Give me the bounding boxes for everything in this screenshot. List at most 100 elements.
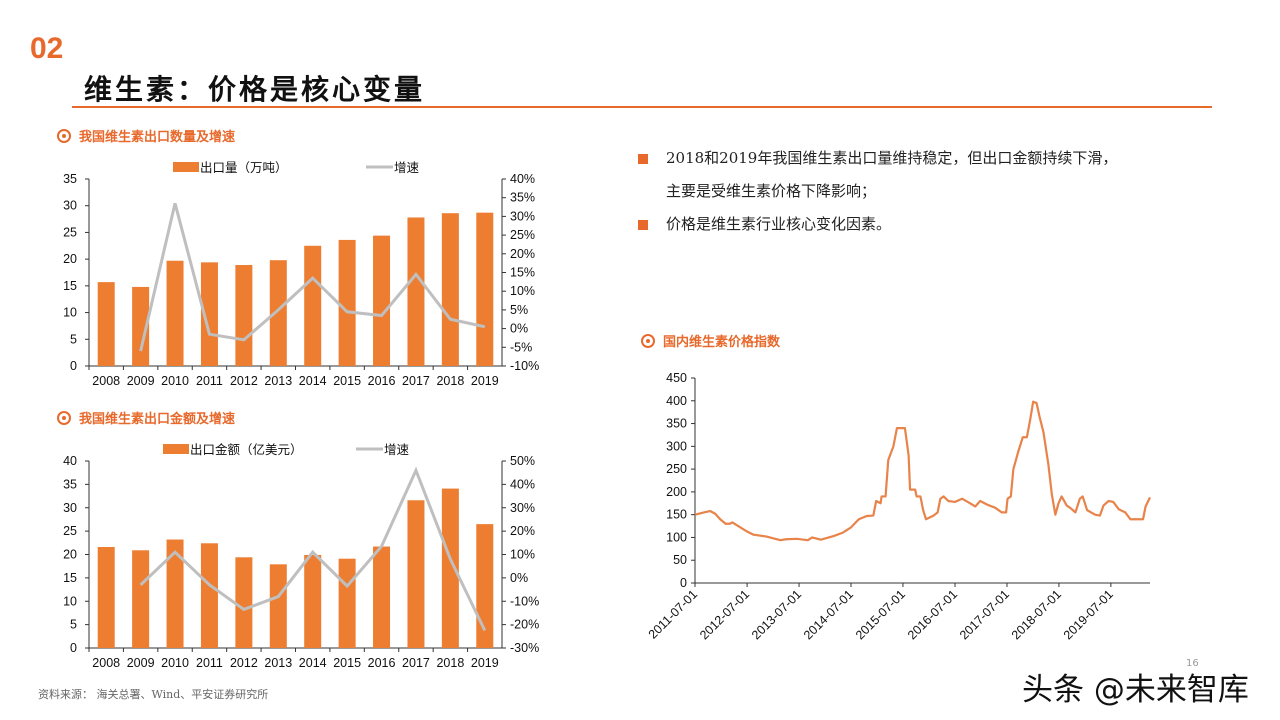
y2-tick-label: 10%	[510, 284, 535, 298]
legend-bar-swatch	[173, 162, 199, 172]
y2-tick-label: 0%	[510, 322, 528, 336]
y-tick-label: 100	[666, 530, 687, 544]
bar-2012	[235, 557, 253, 648]
x-tick-label: 2013	[264, 374, 292, 388]
y2-tick-label: -10%	[510, 594, 539, 608]
y2-tick-label: 35%	[510, 191, 535, 205]
x-tick-label: 2017	[402, 656, 430, 670]
y2-tick-label: -5%	[510, 340, 532, 354]
legend-bar-label: 出口量（万吨）	[200, 161, 288, 175]
y2-tick-label: 30%	[510, 209, 535, 223]
y-tick-label: 25	[63, 225, 77, 239]
x-tick-label: 2011	[196, 656, 223, 670]
bar-2013	[269, 564, 287, 648]
y2-tick-label: 5%	[510, 303, 528, 317]
bullet-text: 价格是维生素行业核心变化因素。	[666, 215, 892, 233]
y2-tick-label: 0%	[510, 571, 528, 585]
target-bullet-icon	[641, 333, 655, 348]
y2-tick-label: 10%	[510, 548, 535, 562]
y-tick-label: 10	[63, 306, 77, 320]
y-tick-label: 5	[70, 618, 77, 632]
square-bullet-icon	[638, 220, 648, 230]
x-tick-label: 2014	[299, 374, 327, 388]
x-tick-label: 2018-07-01	[1009, 587, 1064, 642]
bar-2009	[132, 550, 150, 648]
export-value-heading: 我国维生素出口金额及增速	[57, 408, 235, 427]
bar-2019	[476, 524, 494, 648]
bar-2013	[269, 260, 287, 366]
y2-tick-label: 15%	[510, 266, 535, 280]
price-index-line	[694, 400, 1151, 542]
target-bullet-icon	[57, 410, 71, 425]
x-tick-label: 2015	[333, 374, 361, 388]
heading-text: 我国维生素出口金额及增速	[79, 412, 236, 427]
x-tick-label: 2019	[471, 374, 499, 388]
y-tick-label: 0	[680, 576, 687, 590]
price-index-heading: 国内维生素价格指数	[641, 331, 780, 350]
y-tick-label: 350	[666, 417, 687, 431]
bar-2018	[441, 213, 459, 366]
target-bullet-icon	[57, 128, 71, 143]
y-tick-label: 200	[666, 485, 687, 499]
bar-2010	[166, 539, 184, 648]
x-tick-label: 2015	[333, 656, 361, 670]
y-tick-label: 300	[666, 439, 687, 453]
x-tick-label: 2009	[127, 374, 155, 388]
x-tick-label: 2009	[127, 656, 155, 670]
y-tick-label: 50	[673, 553, 687, 567]
x-tick-label: 2019-07-01	[1061, 587, 1116, 642]
y-tick-label: 20	[63, 252, 77, 266]
legend-line-label: 增速	[384, 442, 410, 457]
bullet-item: 2018和2019年我国维生素出口量维持稳定，但出口金额持续下滑， 主要是受维生素…	[638, 142, 1218, 208]
x-tick-label: 2010	[161, 374, 189, 388]
y-tick-label: 30	[63, 501, 77, 515]
bar-2017	[407, 500, 425, 648]
y-tick-label: 250	[666, 462, 687, 476]
x-tick-label: 2015-07-01	[853, 587, 908, 642]
y-tick-label: 25	[63, 524, 77, 538]
x-tick-label: 2018	[436, 656, 464, 670]
y2-tick-label: 30%	[510, 501, 535, 515]
x-tick-label: 2016-07-01	[905, 587, 960, 642]
y-tick-label: 400	[666, 394, 687, 408]
y-tick-label: 35	[63, 172, 77, 186]
y2-tick-label: 20%	[510, 524, 535, 538]
bar-line-chart-1: 0 5 10 15 20 25 30 35 40 -30% -20% -10% 0% 10% 20% 30% 4…	[63, 442, 539, 670]
y-tick-label: 20	[63, 548, 77, 562]
title-divider	[72, 106, 1212, 108]
bar-2016	[373, 546, 391, 648]
y2-tick-label: 40%	[510, 477, 535, 491]
bullet-item: 价格是维生素行业核心变化因素。	[638, 208, 1218, 241]
legend-line-label: 增速	[394, 160, 420, 175]
square-bullet-icon	[638, 154, 648, 164]
x-tick-label: 2011	[196, 374, 223, 388]
bar-2011	[200, 543, 218, 648]
bar-2014	[304, 554, 322, 648]
bar-2018	[441, 488, 459, 648]
heading-text: 我国维生素出口数量及增速	[79, 130, 236, 145]
x-tick-label: 2018	[436, 374, 464, 388]
legend-bar-label: 出口金额（亿美元）	[190, 442, 303, 457]
y-tick-label: 450	[666, 371, 687, 385]
y-tick-label: 15	[63, 279, 77, 293]
x-tick-label: 2012	[230, 656, 258, 670]
heading-text: 国内维生素价格指数	[663, 335, 781, 350]
y-tick-label: 5	[70, 332, 77, 346]
x-tick-label: 2016	[368, 374, 396, 388]
y2-tick-label: -20%	[510, 618, 539, 632]
section-number: 02	[30, 32, 64, 65]
y2-tick-label: -10%	[510, 359, 539, 373]
page-number: 16	[1186, 658, 1199, 669]
watermark: 头条 @未来智库	[1022, 672, 1249, 708]
legend-bar-swatch	[163, 444, 189, 454]
bar-line-chart-0: 0 5 10 15 20 25 30 35 -10% -5% 0% 5% 10% 15% 20% 25% 30%…	[63, 160, 539, 388]
x-tick-label: 2008	[92, 656, 120, 670]
x-tick-label: 2014	[299, 656, 327, 670]
bar-2015	[338, 239, 356, 366]
bullet-text: 主要是受维生素价格下降影响；	[666, 182, 877, 200]
bar-2010	[166, 260, 184, 366]
source-note: 资料来源： 海关总署、Wind、平安证券研究所	[38, 688, 269, 701]
x-tick-label: 2013-07-01	[749, 587, 804, 642]
y-tick-label: 0	[70, 359, 77, 373]
